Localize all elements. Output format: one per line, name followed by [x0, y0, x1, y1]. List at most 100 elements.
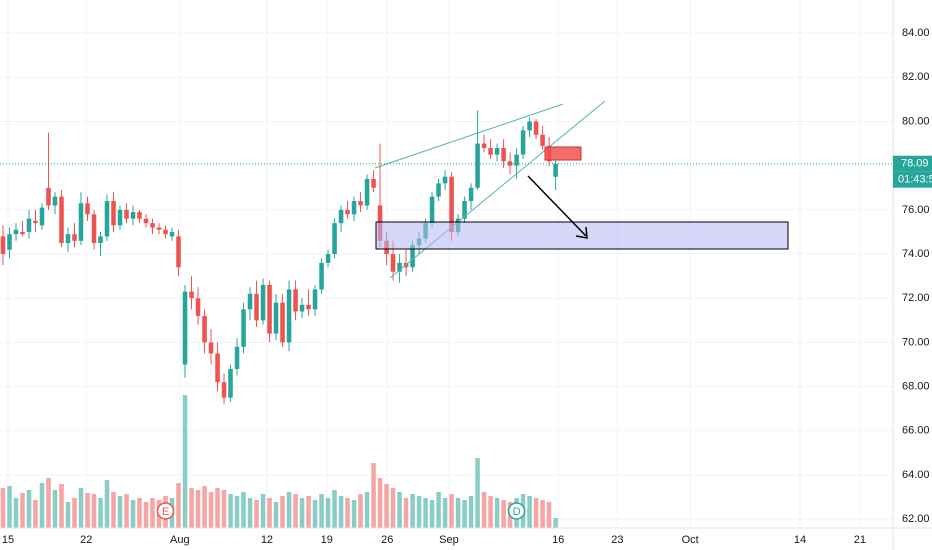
candle-body: [364, 178, 370, 206]
candle-body: [449, 176, 454, 232]
volume-bar: [293, 494, 298, 528]
candle-body: [371, 178, 376, 188]
volume-bar: [59, 484, 64, 528]
candle-body: [163, 229, 168, 235]
candle-body: [501, 148, 506, 162]
candle-body: [410, 245, 415, 268]
volume-bar: [98, 498, 103, 528]
candle-body: [338, 209, 344, 224]
candle-body: [13, 229, 19, 235]
grid: [0, 0, 893, 528]
event-marker: [507, 502, 526, 520]
volume-bar: [78, 488, 84, 528]
candle-body: [332, 223, 337, 255]
volume-bar: [234, 496, 240, 528]
volume-bar: [20, 493, 25, 528]
volume-bar: [202, 486, 207, 528]
volume-bar: [481, 492, 487, 528]
candle-body: [254, 293, 259, 321]
x-tick-label: Sep: [439, 534, 459, 546]
arrow-shaft: [527, 175, 587, 237]
volume-bar: [247, 498, 253, 528]
event-label: D: [513, 506, 521, 518]
candle-body: [85, 203, 90, 215]
x-tick-label: 26: [381, 534, 393, 546]
volume-bar: [33, 500, 38, 528]
candle-body: [202, 315, 207, 343]
candle-body: [247, 293, 253, 310]
volume-bar: [306, 496, 311, 528]
candle-body: [397, 262, 402, 272]
candle-body: [46, 187, 51, 206]
volume-bar: [319, 494, 324, 528]
candle-body: [514, 154, 519, 166]
candle-body: [143, 218, 149, 224]
candle-body: [533, 121, 539, 135]
volume-bar: [72, 498, 77, 528]
candle-body: [117, 209, 123, 226]
candle-body: [325, 254, 331, 263]
volume-bar: [273, 502, 279, 528]
candle-body: [520, 130, 526, 155]
candles: [0, 110, 558, 405]
volume-bar: [449, 494, 454, 528]
arrow-head: [575, 226, 588, 239]
candle-body: [78, 203, 84, 241]
candle-body: [124, 209, 129, 219]
candle-body: [189, 291, 194, 299]
candle-body: [481, 143, 487, 149]
candle-body: [150, 223, 155, 228]
volume-bar: [527, 496, 532, 528]
y-tick-label: 62.00: [902, 513, 930, 525]
volume-bar: [312, 500, 318, 528]
candle-body: [98, 236, 103, 244]
candle-body: [169, 231, 175, 237]
volume-bar: [286, 492, 292, 528]
drawings: [374, 100, 789, 279]
volume-bar: [533, 498, 539, 528]
candle-body: [52, 196, 58, 206]
candle-body: [553, 163, 558, 177]
candle-body: [241, 309, 246, 347]
x-tick-label: Aug: [170, 534, 190, 546]
wedge-upper-line: [374, 103, 564, 169]
candle-body: [494, 148, 500, 155]
volume-bar: [52, 490, 58, 528]
volume-bar: [150, 498, 155, 528]
volume-bar: [403, 498, 409, 528]
volume-bar: [228, 494, 233, 528]
volume-bar: [91, 494, 97, 528]
x-tick-label: Oct: [682, 534, 699, 546]
axes: 62.00 64.00 66.00 68.00 70.00 72.00 74.00 76.00…: [0, 27, 932, 546]
candle-body: [228, 368, 233, 398]
countdown-tag: [893, 171, 932, 188]
volume-bar: [13, 498, 19, 528]
volume-bar: [260, 494, 266, 528]
candle-body: [462, 201, 467, 219]
candle-body: [26, 218, 32, 232]
candle-body: [33, 220, 38, 224]
volume-bar: [143, 502, 149, 528]
x-tick-label: 16: [552, 534, 564, 546]
candle-body: [234, 346, 240, 369]
volume-bar: [494, 498, 500, 528]
y-tick-label: 76.00: [902, 204, 930, 216]
candle-body: [130, 212, 136, 219]
volume-bar: [7, 486, 12, 528]
wedge-lower-line: [389, 100, 606, 279]
y-tick-label: 82.00: [902, 71, 930, 83]
candle-body: [299, 304, 305, 312]
x-tick-label: 12: [261, 534, 273, 546]
candle-body: [345, 209, 350, 215]
volume-bar: [26, 490, 32, 528]
candle-body: [488, 148, 493, 155]
volume-bar: [111, 492, 116, 528]
volume-bar: [325, 498, 331, 528]
candle-body: [208, 342, 214, 354]
volume-bar: [299, 498, 305, 528]
volume-bar: [397, 492, 402, 528]
volume-bar: [436, 492, 441, 528]
candle-body: [293, 289, 298, 312]
